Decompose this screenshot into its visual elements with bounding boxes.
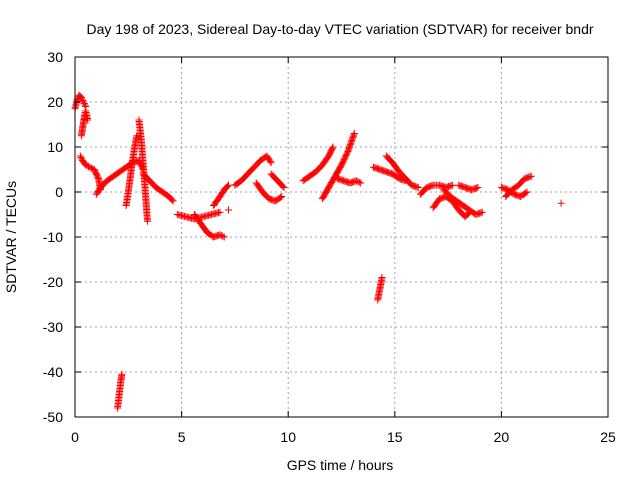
data-point (279, 182, 287, 190)
series-arc-f (122, 132, 141, 209)
data-point (77, 154, 85, 161)
data-point (527, 172, 535, 180)
data-point (216, 208, 224, 216)
series-arc-j (190, 211, 228, 241)
axis-ticks: 0 5 10 15 20 25 30 20 10 0 -10 -20 -30 -40 -50 (43, 49, 616, 445)
y-tick-label: 20 (47, 94, 63, 110)
y-axis-label: SDTVAR / TECUs (3, 181, 19, 293)
data-point (357, 179, 365, 187)
x-tick-label: 15 (387, 429, 403, 445)
data-point (225, 181, 233, 189)
data-point (267, 159, 275, 167)
data-point (220, 233, 228, 241)
series-arc-y (455, 181, 482, 194)
data-point (80, 98, 88, 106)
data-point (86, 163, 94, 171)
y-tick-label: -10 (43, 229, 63, 245)
data-point (219, 232, 227, 240)
data-point (223, 182, 231, 190)
data-point (168, 196, 176, 204)
data-point (169, 197, 177, 205)
data-point (474, 184, 482, 191)
data-point (352, 177, 360, 185)
y-tick-label: -50 (43, 409, 63, 425)
y-tick-label: 30 (47, 49, 63, 65)
data-point (83, 162, 91, 170)
series-arc-b (77, 107, 92, 140)
data-point (82, 161, 90, 169)
x-tick-label: 10 (280, 429, 296, 445)
series-arc-o (267, 170, 288, 191)
data-point (329, 143, 337, 151)
grid-lines (75, 57, 608, 417)
data-point (280, 184, 288, 191)
x-axis-label: GPS time / hours (287, 457, 394, 473)
data-point (81, 101, 89, 109)
data-point (225, 206, 233, 214)
series-arc-e (114, 370, 126, 412)
data-point (77, 94, 85, 101)
data-point (414, 184, 422, 191)
data-point (85, 163, 93, 170)
data-point (143, 217, 151, 225)
x-tick-label: 20 (494, 429, 510, 445)
series-arc-m (231, 152, 275, 189)
series-arc-x (440, 186, 486, 218)
data-point (278, 193, 286, 200)
data-point (80, 100, 88, 107)
data-point (78, 95, 86, 103)
series-arc-v (416, 181, 456, 198)
x-tick-label: 0 (71, 429, 79, 445)
series-arc-u (382, 152, 422, 191)
data-point (84, 116, 92, 124)
series-arc-r (333, 175, 365, 187)
data-point (217, 232, 225, 239)
data-point (76, 152, 84, 160)
y-tick-label: -20 (43, 274, 63, 290)
y-tick-label: 10 (47, 139, 63, 155)
y-tick-label: 0 (55, 184, 63, 200)
series-arc-za (502, 172, 535, 200)
data-point (448, 181, 456, 189)
chart-title: Day 198 of 2023, Sidereal Day-to-day VTE… (86, 21, 593, 37)
data-point (355, 178, 363, 186)
y-tick-label: -40 (43, 364, 63, 380)
data-point (378, 274, 386, 281)
series-arc-n (252, 179, 286, 205)
data-points (71, 91, 565, 412)
series-arc-s (374, 274, 386, 304)
data-point (354, 178, 362, 185)
series-arc-l (225, 206, 233, 214)
series-arc-k (210, 181, 233, 209)
data-point (328, 144, 336, 152)
data-point (557, 199, 565, 207)
data-point (266, 157, 274, 165)
series-arc-g (135, 116, 151, 225)
x-tick-label: 25 (600, 429, 616, 445)
data-point (118, 370, 126, 378)
data-point (523, 188, 531, 196)
data-point (216, 231, 224, 239)
series-arc-zb (557, 199, 565, 207)
x-tick-label: 5 (178, 429, 186, 445)
data-point (277, 193, 285, 201)
data-point (522, 189, 530, 197)
series-arc-h (139, 170, 177, 205)
y-tick-label: -30 (43, 319, 63, 335)
series-arc-p (299, 143, 337, 185)
data-point (478, 208, 486, 216)
data-point (79, 97, 87, 104)
data-point (350, 130, 358, 137)
data-point (133, 132, 141, 140)
